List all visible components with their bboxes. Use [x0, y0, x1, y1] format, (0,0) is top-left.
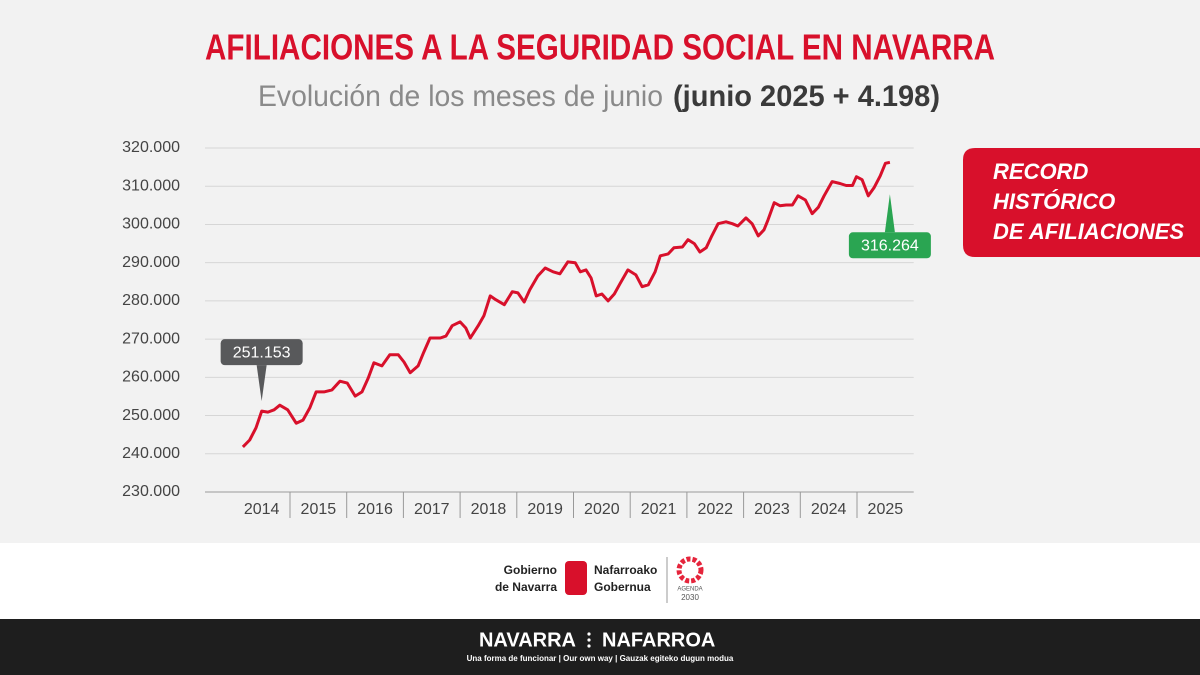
- brand: NAFARROA: [602, 629, 715, 651]
- callout-text: HISTÓRICO: [993, 189, 1115, 214]
- y-tick-label: 310.000: [122, 177, 180, 194]
- x-tick-label: 2014: [244, 501, 280, 518]
- y-tick-label: 270.000: [122, 330, 180, 347]
- gov-eu: Nafarroako: [594, 563, 657, 577]
- x-tick-label: 2017: [414, 501, 450, 518]
- x-tick-label: 2023: [754, 501, 790, 518]
- x-tick-label: 2015: [301, 501, 337, 518]
- y-tick-label: 320.000: [122, 139, 180, 156]
- chart-subtitle: Evolución de los meses de junio: [258, 80, 663, 113]
- background: [0, 0, 1200, 543]
- brand-band: [0, 619, 1200, 675]
- chart-subtitle-highlight: (junio 2025 + 4.198): [673, 80, 940, 113]
- tagline: Una forma de funcionar | Our own way | G…: [467, 654, 734, 663]
- x-tick-label: 2022: [697, 501, 733, 518]
- logo: Gobierno de Navarra Nafarroako Gobernua …: [495, 556, 704, 603]
- x-tick-label: 2021: [641, 501, 677, 518]
- y-tick-label: 280.000: [122, 292, 180, 309]
- brand: NAVARRA: [479, 629, 576, 651]
- annotation-pointer: [256, 365, 267, 402]
- gov-es: Gobierno: [504, 563, 557, 577]
- y-tick-label: 250.000: [122, 407, 180, 424]
- x-tick-label: 2016: [357, 501, 393, 518]
- callout-box: [963, 148, 1200, 257]
- annotation-label: 251.153: [233, 344, 291, 361]
- x-tick-label: 2018: [471, 501, 507, 518]
- y-tick-label: 240.000: [122, 445, 180, 462]
- x-tick-label: 2020: [584, 501, 620, 518]
- y-tick-label: 290.000: [122, 254, 180, 271]
- y-tick-label: 300.000: [122, 216, 180, 233]
- agenda: AGENDA: [677, 587, 702, 593]
- y-tick-label: 230.000: [122, 483, 180, 500]
- emblem: [565, 561, 587, 595]
- annotation-label: 316.264: [861, 237, 919, 254]
- annotation-box: [220, 339, 303, 366]
- logo-band: [0, 543, 1200, 619]
- annotation: 316.264: [848, 194, 931, 259]
- sdg-wheel: [676, 556, 704, 584]
- annotation-pointer: [884, 194, 895, 233]
- callout-text: RECORD: [993, 159, 1088, 184]
- annotation: 251.153: [220, 339, 303, 402]
- x-tick-label: 2025: [868, 501, 904, 518]
- annotation-box: [848, 232, 931, 259]
- x-tick-label: 2024: [811, 501, 847, 518]
- chart-title: AFILIACIONES A LA SEGURIDAD SOCIAL EN NA…: [205, 27, 995, 68]
- x-tick-label: 2019: [527, 501, 563, 518]
- gov-eu: Gobernua: [594, 580, 651, 594]
- line-series: [241, 160, 891, 448]
- gov-es: de Navarra: [495, 580, 557, 594]
- callout-text: DE AFILIACIONES: [993, 219, 1184, 244]
- brand-dots: [587, 632, 591, 648]
- agenda: 2030: [681, 593, 699, 602]
- y-tick-label: 260.000: [122, 369, 180, 386]
